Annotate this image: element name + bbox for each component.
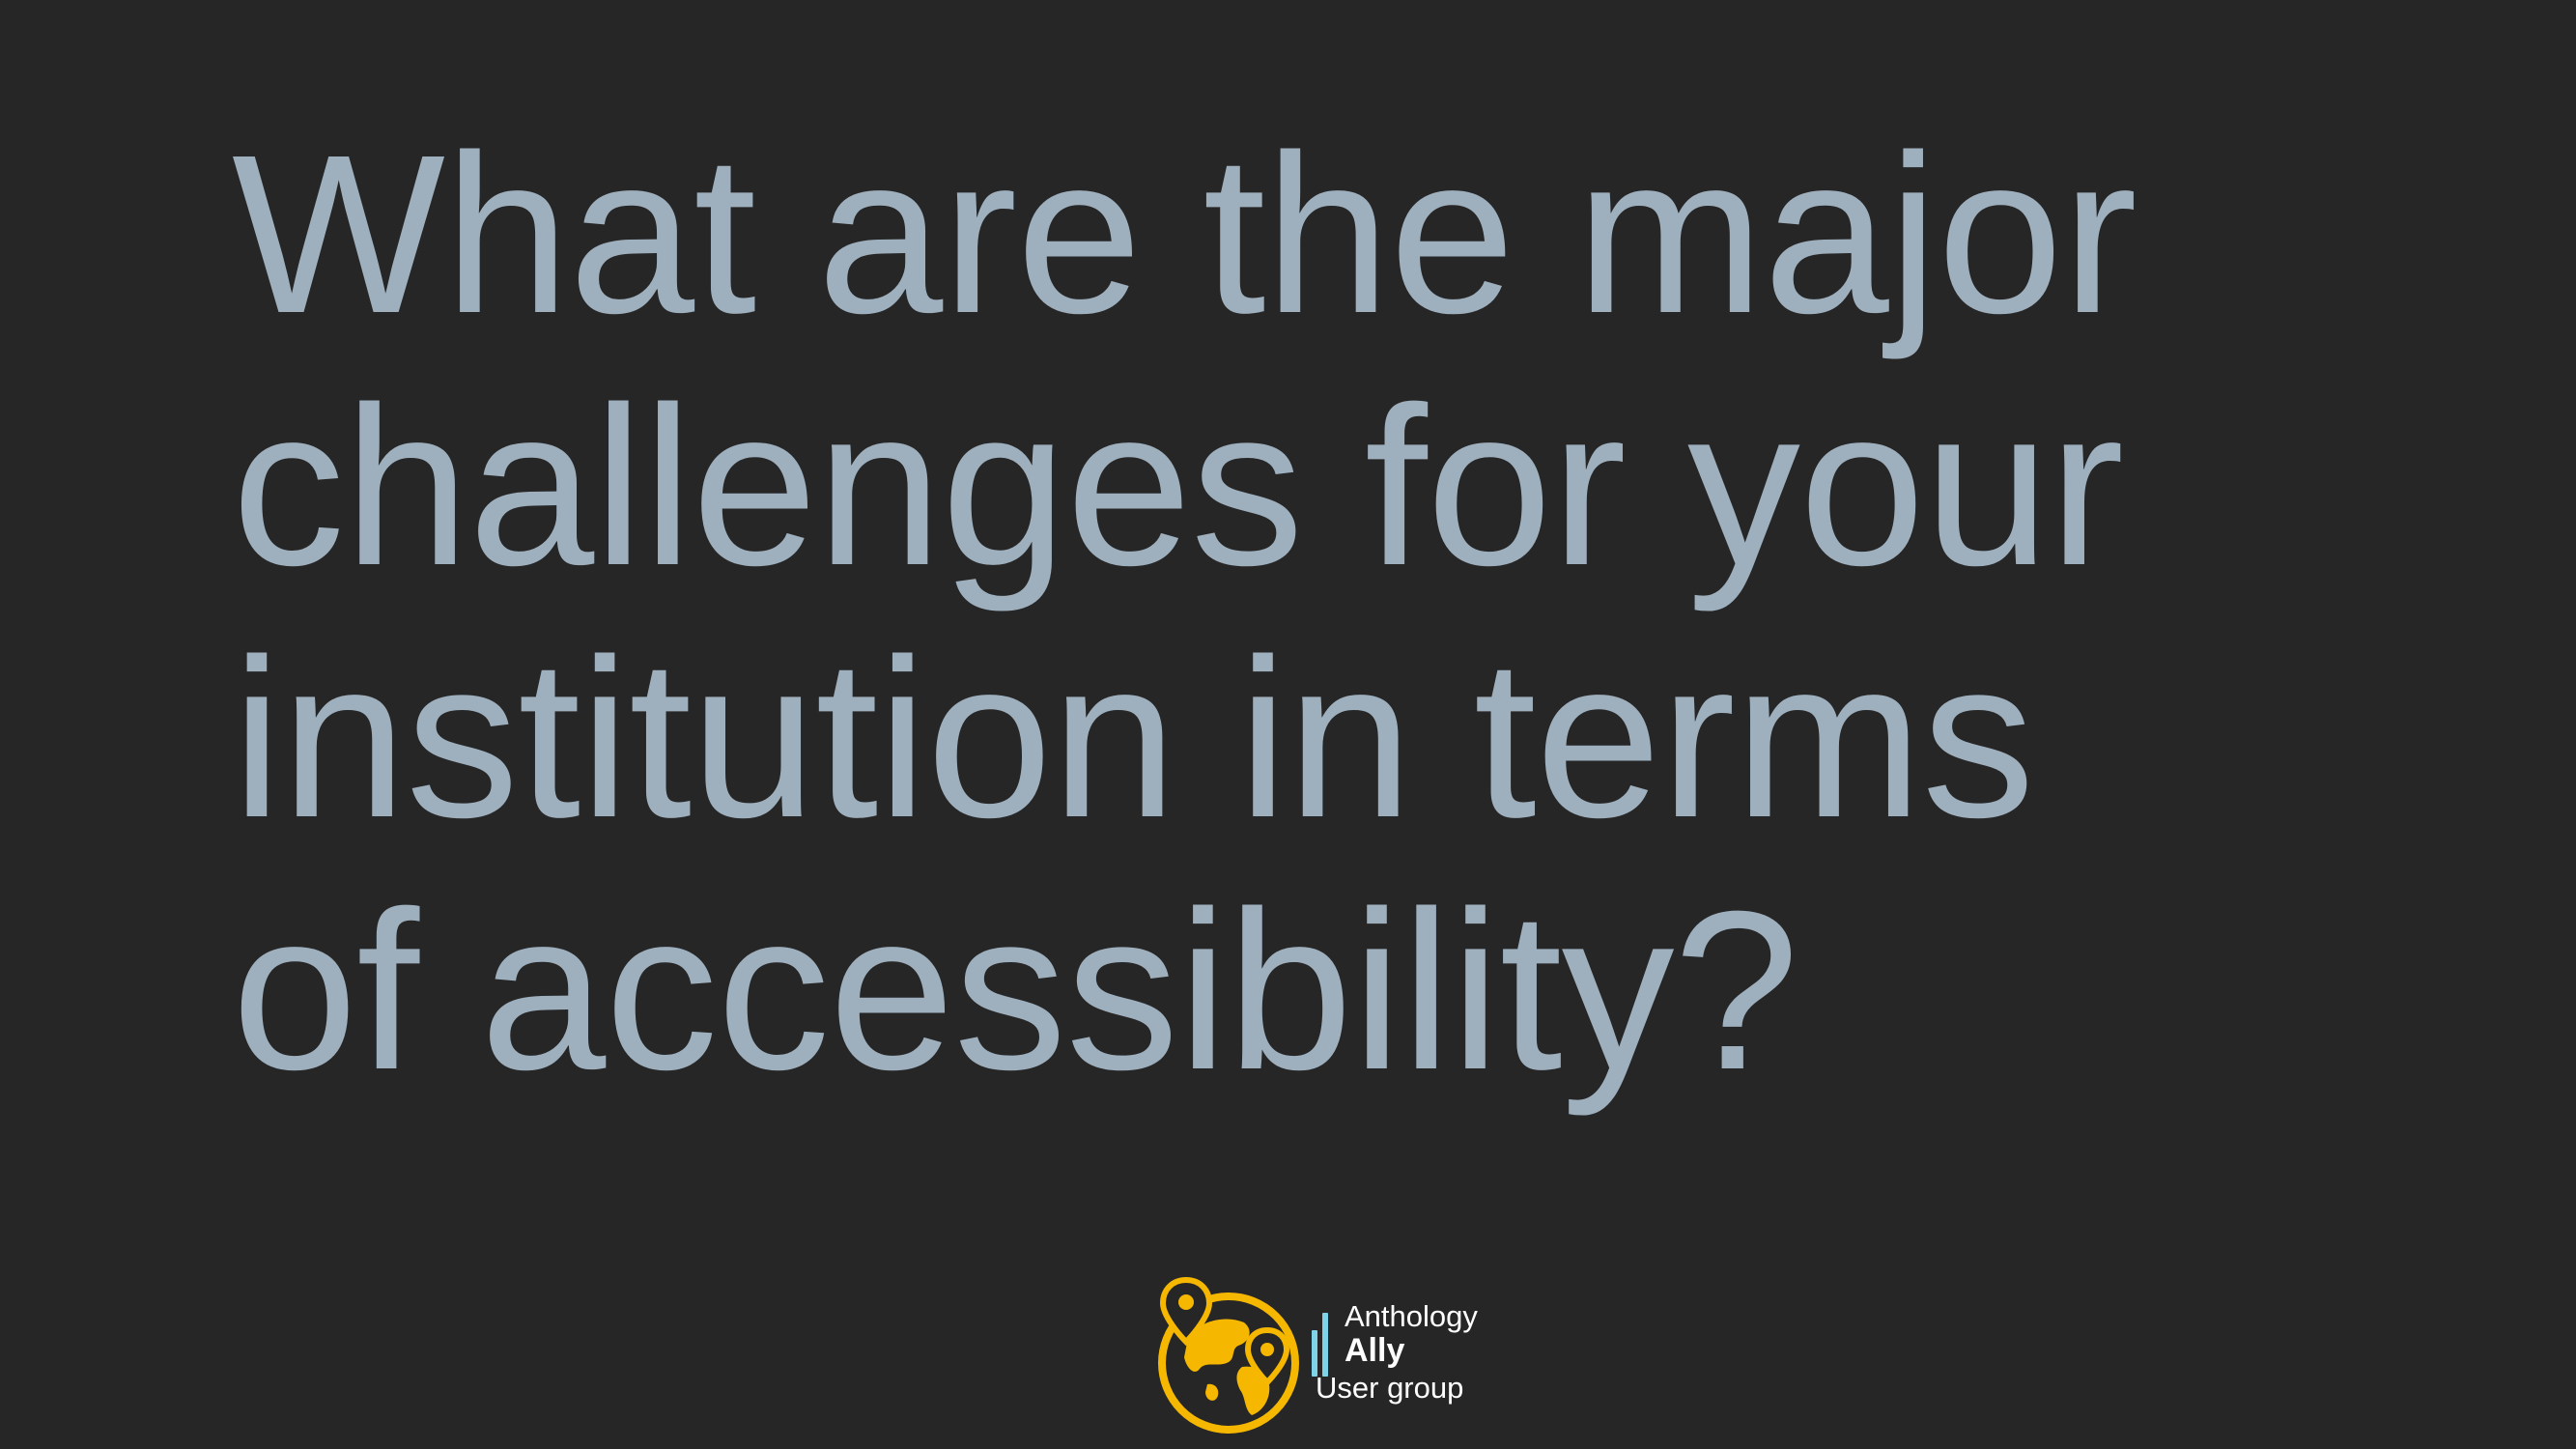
globe-icon [1158, 1276, 1299, 1434]
question-line-3: institution in terms [232, 611, 2035, 865]
anthology-ally-user-group-logo: Anthology Ally User group [1149, 1270, 1536, 1444]
slide-question: What are the major challenges for your i… [232, 108, 2405, 1117]
question-line-4: of accessibility? [232, 864, 1799, 1117]
map-pin-icon [1159, 1276, 1213, 1347]
map-pin-icon-2 [1244, 1326, 1290, 1387]
bars-icon [1312, 1305, 1331, 1377]
logo-line-user-group: User group [1316, 1371, 1464, 1405]
question-line-1: What are the major [232, 107, 2137, 360]
logo-line-ally: Ally [1345, 1332, 1405, 1369]
logo-line-anthology: Anthology [1345, 1299, 1478, 1333]
question-line-2: challenges for your [232, 359, 2124, 612]
